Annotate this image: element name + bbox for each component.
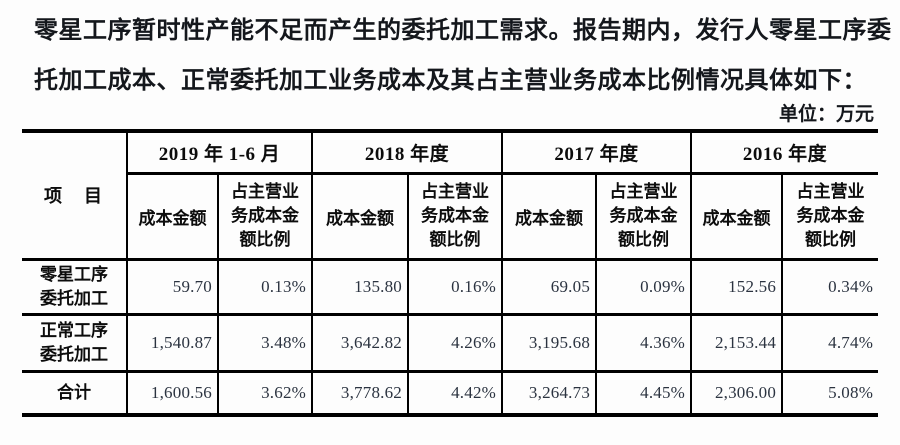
table-row-normal-outsourcing: 正常工序委托加工 1,540.87 3.48% 3,642.82 4.26% 3… bbox=[22, 312, 879, 373]
ratio-header-text: 占主营业务成本金额比例 bbox=[231, 182, 299, 249]
row-label-text: 合计 bbox=[57, 382, 91, 402]
cell-ratio-2018: 4.42% bbox=[407, 369, 504, 417]
row-label: 零星工序委托加工 bbox=[22, 257, 128, 316]
cell-cost-2018: 3,778.62 bbox=[311, 369, 410, 417]
col-header-ratio-2016: 占主营业务成本金额比例 bbox=[781, 171, 879, 261]
ratio-header-text: 占主营业务成本金额比例 bbox=[796, 182, 865, 249]
row-label-text: 正常工序委托加工 bbox=[40, 320, 108, 364]
cell-cost-2017: 3,264.73 bbox=[501, 369, 598, 417]
cell-cost-2019h1: 59.70 bbox=[126, 257, 219, 316]
col-header-cost-2019h1: 成本金额 bbox=[127, 171, 219, 261]
cell-cost-2018: 3,642.82 bbox=[311, 312, 410, 373]
cell-cost-2019h1: 1,540.87 bbox=[126, 312, 219, 373]
row-label-text: 零星工序委托加工 bbox=[40, 264, 108, 308]
cell-ratio-2017: 0.09% bbox=[595, 257, 693, 316]
table-row-sporadic-outsourcing: 零星工序委托加工 59.70 0.13% 135.80 0.16% 69.05 … bbox=[22, 257, 879, 316]
col-header-ratio-2017: 占主营业务成本金额比例 bbox=[595, 171, 693, 261]
ratio-header-text: 占主营业务成本金额比例 bbox=[609, 182, 678, 249]
cell-ratio-2016: 4.74% bbox=[781, 312, 879, 373]
unit-label: 单位：万元 bbox=[778, 104, 874, 125]
cell-cost-2016: 152.56 bbox=[690, 257, 784, 316]
cell-ratio-2016: 5.08% bbox=[781, 369, 879, 417]
cell-ratio-2017: 4.36% bbox=[595, 312, 693, 373]
col-header-period-2019h1: 2019 年 1-6 月 bbox=[125, 129, 314, 175]
paragraph-line-1: 零星工序暂时性产能不足而产生的委托加工需求。报告期内，发行人零星工序委 bbox=[34, 18, 892, 44]
col-header-item: 项 目 bbox=[22, 129, 128, 261]
cell-cost-2016: 2,306.00 bbox=[690, 369, 784, 417]
row-label: 合计 bbox=[22, 369, 128, 417]
cell-cost-2019h1: 1,600.56 bbox=[126, 369, 219, 417]
intro-paragraph: 零星工序暂时性产能不足而产生的委托加工需求。报告期内，发行人零星工序委 托加工成… bbox=[0, 0, 900, 106]
col-header-ratio-2019h1: 占主营业务成本金额比例 bbox=[216, 171, 314, 261]
row-label: 正常工序委托加工 bbox=[22, 312, 128, 373]
col-header-cost-2018: 成本金额 bbox=[311, 171, 410, 261]
cell-ratio-2016: 0.34% bbox=[781, 257, 879, 316]
table-header-year-row: 项 目 2019 年 1-6 月 2018 年度 2017 年度 2016 年度 bbox=[22, 129, 879, 261]
col-header-cost-2017: 成本金额 bbox=[501, 171, 598, 261]
ratio-header-text: 占主营业务成本金额比例 bbox=[421, 182, 490, 249]
cell-ratio-2018: 4.26% bbox=[407, 312, 504, 373]
paragraph-line-2: 托加工成本、正常委托加工业务成本及其占主营业务成本比例情况具体如下： bbox=[34, 68, 867, 94]
table-row-total: 合计 1,600.56 3.62% 3,778.62 4.42% 3,264.7… bbox=[22, 369, 879, 417]
col-header-period-2017: 2017 年度 bbox=[501, 129, 693, 175]
col-header-cost-2016: 成本金额 bbox=[690, 171, 784, 261]
cell-ratio-2019h1: 3.62% bbox=[216, 369, 314, 417]
outsourcing-cost-table: 项 目 2019 年 1-6 月 2018 年度 2017 年度 2016 年度… bbox=[22, 129, 879, 417]
cell-ratio-2018: 0.16% bbox=[407, 257, 504, 316]
cell-cost-2017: 3,195.68 bbox=[501, 312, 598, 373]
cell-cost-2016: 2,153.44 bbox=[690, 312, 784, 373]
table-header-sub-row: 成本金额 占主营业务成本金额比例 成本金额 占主营业务成本金额比例 成本金额 占… bbox=[22, 171, 879, 261]
col-header-ratio-2018: 占主营业务成本金额比例 bbox=[407, 171, 504, 261]
col-header-period-2018: 2018 年度 bbox=[311, 129, 504, 175]
col-header-period-2016: 2016 年度 bbox=[690, 129, 879, 175]
cell-ratio-2019h1: 3.48% bbox=[216, 312, 314, 373]
cell-cost-2017: 69.05 bbox=[501, 257, 598, 316]
cell-ratio-2017: 4.45% bbox=[595, 369, 693, 417]
cell-cost-2018: 135.80 bbox=[311, 257, 410, 316]
cell-ratio-2019h1: 0.13% bbox=[216, 257, 314, 316]
